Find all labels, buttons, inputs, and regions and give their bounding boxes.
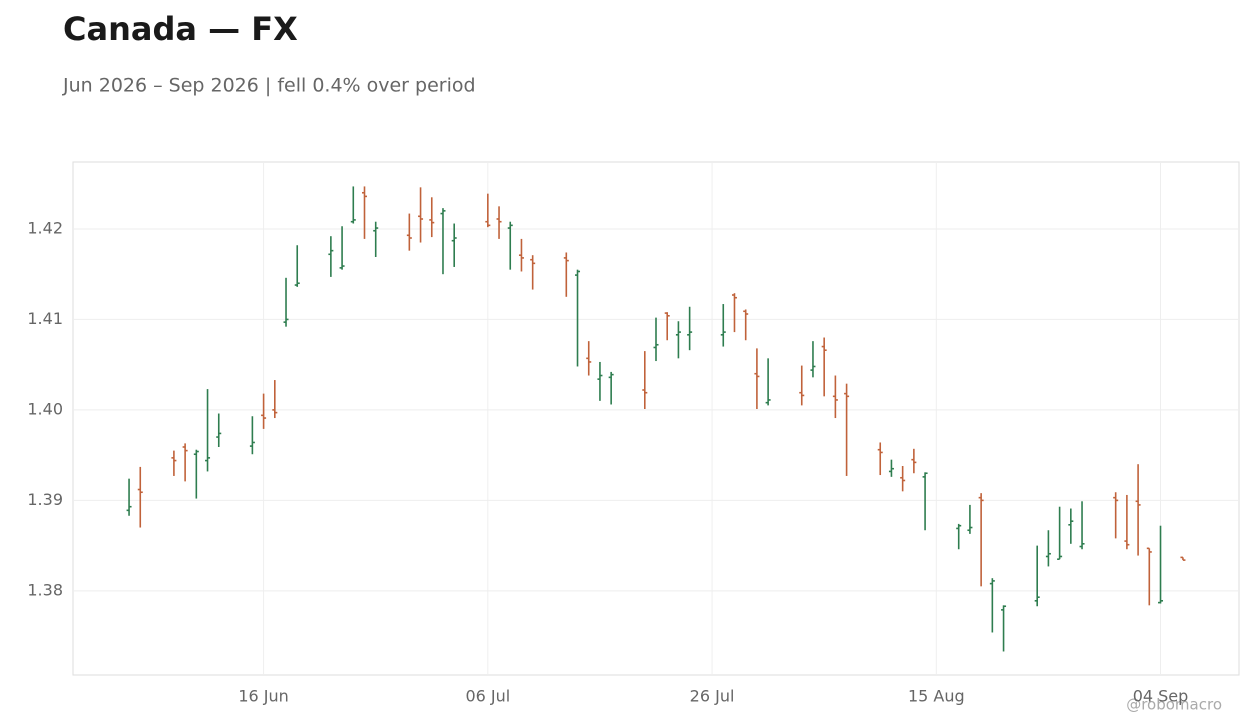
- y-tick-label: 1.40: [27, 399, 63, 418]
- x-tick-label: 04 Sep: [1133, 687, 1189, 706]
- chart-subtitle: Jun 2026 – Sep 2026 | fell 0.4% over per…: [62, 75, 476, 97]
- y-tick-label: 1.42: [27, 218, 63, 237]
- y-tick-label: 1.39: [27, 490, 63, 509]
- plot-frame: [72, 161, 1240, 676]
- x-tick-label: 15 Aug: [908, 687, 965, 706]
- y-tick-label: 1.41: [27, 309, 63, 328]
- x-tick-label: 26 Jul: [690, 687, 735, 706]
- x-tick-label: 06 Jul: [465, 687, 510, 706]
- watermark: @robomacro: [1126, 696, 1222, 714]
- y-tick-label: 1.38: [27, 580, 63, 599]
- x-tick-label: 16 Jun: [238, 687, 288, 706]
- chart-title: Canada — FX: [63, 10, 298, 48]
